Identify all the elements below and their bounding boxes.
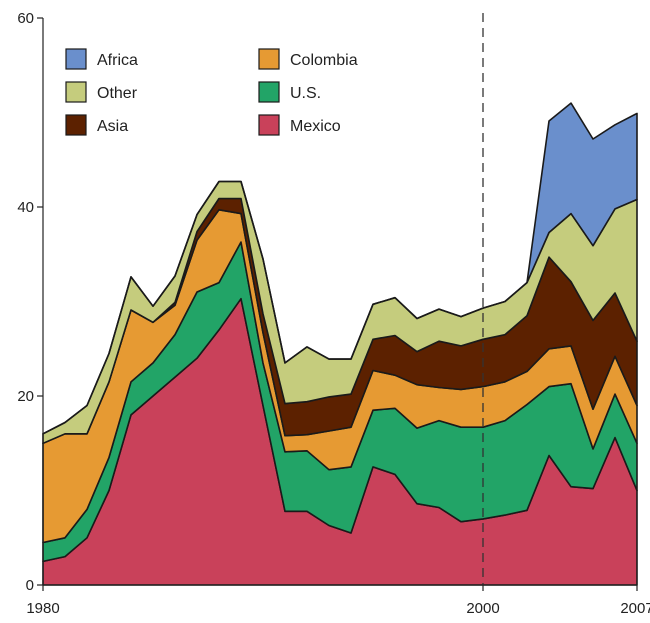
legend-swatch-asia (65, 114, 87, 136)
legend-swatch-other (65, 81, 87, 103)
legend-swatch-colombia (258, 48, 280, 70)
legend-swatch-africa (65, 48, 87, 70)
y-tick-label: 0 (26, 577, 34, 594)
legend-swatch-mexico (258, 114, 280, 136)
axes: 0 20 40 60 1980 2000 2007 (17, 10, 650, 617)
legend-label-mexico: Mexico (290, 118, 341, 135)
y-tick-label: 40 (17, 199, 34, 216)
legend-label-colombia: Colombia (290, 52, 358, 69)
legend: Africa Colombia Other U.S. Asia Mexico (65, 48, 358, 136)
x-tick-label: 1980 (26, 600, 59, 617)
legend-label-us: U.S. (290, 85, 321, 102)
legend-swatch-us (258, 81, 280, 103)
y-tick-label: 20 (17, 388, 34, 405)
x-tick-label: 2000 (466, 600, 499, 617)
legend-label-other: Other (97, 85, 138, 102)
area-layers (42, 102, 638, 586)
legend-label-africa: Africa (97, 52, 138, 69)
area-africa (42, 102, 638, 435)
y-tick-label: 60 (17, 10, 34, 27)
legend-label-asia: Asia (97, 118, 128, 135)
x-tick-label: 2007 (620, 600, 650, 617)
